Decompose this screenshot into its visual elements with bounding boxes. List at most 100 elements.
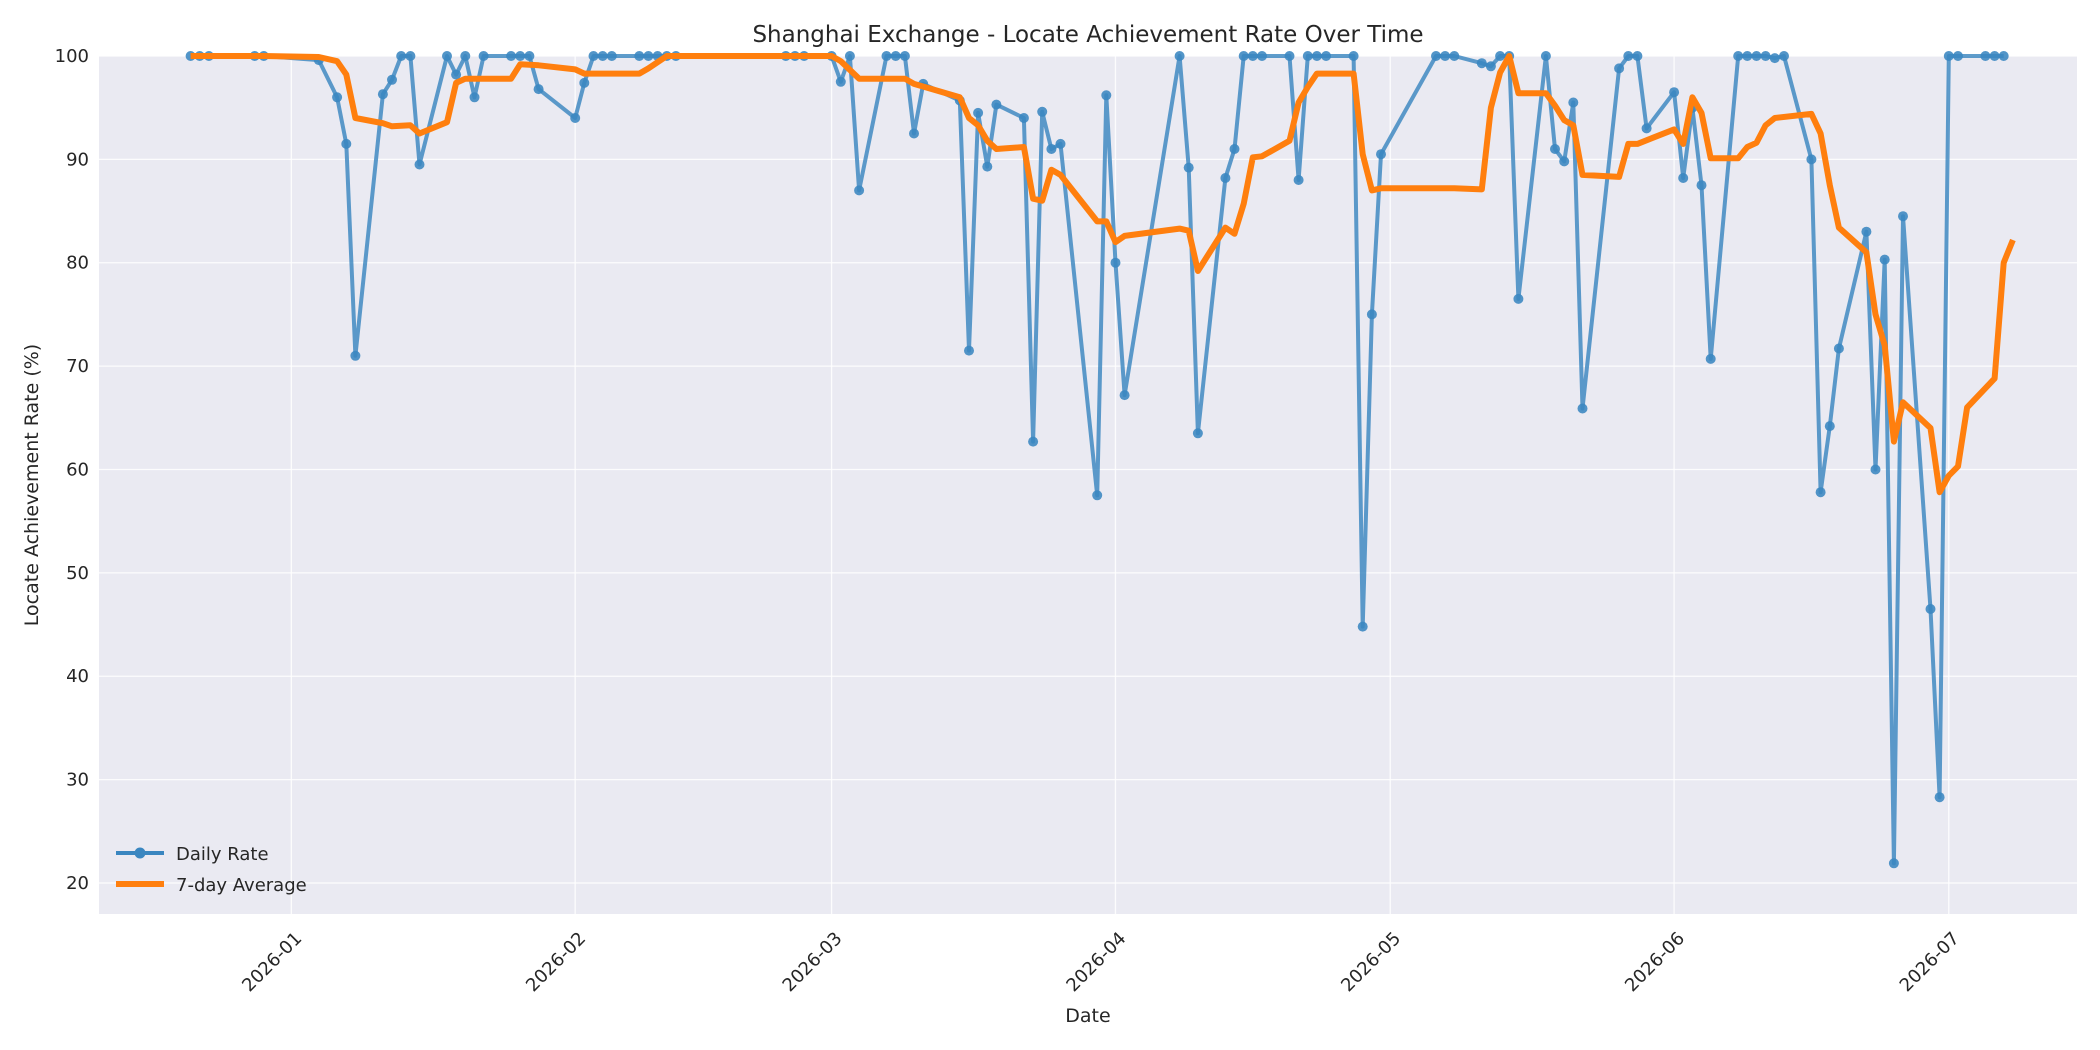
legend-daily-rate-marker bbox=[134, 847, 146, 859]
daily-rate-point bbox=[1440, 51, 1451, 61]
daily-rate-point bbox=[515, 51, 526, 61]
daily-rate-point bbox=[579, 77, 590, 88]
plot-area bbox=[99, 56, 2077, 914]
daily-rate-point bbox=[1293, 175, 1304, 185]
daily-rate-point bbox=[964, 345, 974, 356]
daily-rate-point bbox=[1614, 63, 1625, 74]
daily-rate-point bbox=[1476, 58, 1487, 69]
daily-rate-point bbox=[1751, 51, 1762, 61]
daily-rate-point bbox=[844, 51, 855, 61]
daily-rate-point bbox=[982, 161, 993, 172]
daily-rate-point bbox=[1870, 464, 1881, 475]
daily-rate-point bbox=[588, 51, 599, 61]
y-tick-label: 80 bbox=[66, 253, 89, 274]
daily-rate-point bbox=[1037, 106, 1048, 117]
daily-rate-point bbox=[1760, 51, 1771, 61]
daily-rate-point bbox=[1540, 51, 1551, 61]
daily-rate-point bbox=[1366, 309, 1377, 320]
daily-rate-point bbox=[451, 69, 462, 80]
legend: Daily Rate 7-day Average bbox=[116, 844, 307, 896]
daily-rate-point bbox=[1980, 51, 1991, 61]
daily-rate-point bbox=[414, 159, 425, 170]
x-tick-label: 2026-06 bbox=[1621, 928, 1689, 996]
y-tick-label: 60 bbox=[66, 459, 89, 480]
daily-rate-point bbox=[469, 92, 480, 103]
x-tick-label: 2026-02 bbox=[522, 928, 590, 996]
daily-rate-point bbox=[1046, 144, 1057, 154]
daily-rate-point bbox=[1742, 51, 1753, 61]
x-tick-label: 2026-07 bbox=[1896, 928, 1964, 996]
daily-rate-point bbox=[332, 92, 343, 103]
daily-rate-point bbox=[1495, 51, 1506, 61]
daily-rate-point bbox=[1257, 51, 1267, 61]
daily-rate-point bbox=[1888, 858, 1899, 869]
daily-rate-point bbox=[1376, 149, 1386, 160]
x-axis-label: Date bbox=[1065, 1005, 1110, 1027]
daily-rate-point bbox=[1879, 254, 1890, 265]
x-tick-label: 2026-04 bbox=[1062, 928, 1130, 996]
daily-rate-point bbox=[606, 51, 617, 61]
daily-rate-point bbox=[1110, 257, 1121, 268]
daily-rate-point bbox=[506, 51, 517, 61]
x-tick-label: 2026-05 bbox=[1337, 928, 1405, 996]
y-tick-label: 50 bbox=[66, 563, 89, 584]
daily-rate-point bbox=[1311, 51, 1322, 61]
daily-rate-point bbox=[1431, 51, 1441, 61]
daily-rate-point bbox=[1898, 211, 1908, 222]
daily-rate-point bbox=[854, 185, 865, 196]
daily-rate-point bbox=[377, 89, 388, 100]
daily-rate-point bbox=[533, 84, 544, 95]
daily-rate-point bbox=[1577, 403, 1588, 414]
daily-rate-point bbox=[1824, 421, 1835, 432]
daily-rate-point bbox=[1092, 490, 1103, 501]
y-axis-ticks: 20 30 40 50 60 70 80 90 100 bbox=[55, 46, 89, 894]
daily-rate-point bbox=[881, 51, 892, 61]
daily-rate-point bbox=[1779, 51, 1789, 61]
daily-rate-point bbox=[973, 107, 984, 118]
daily-rate-point bbox=[1669, 87, 1680, 98]
daily-rate-point bbox=[899, 51, 910, 61]
legend-daily-rate-label: Daily Rate bbox=[176, 844, 269, 865]
daily-rate-point bbox=[1641, 123, 1652, 134]
daily-rate-point bbox=[1284, 51, 1295, 61]
daily-rate-point bbox=[909, 128, 919, 139]
daily-rate-point bbox=[350, 350, 361, 361]
y-tick-label: 100 bbox=[55, 46, 89, 67]
grid-lines bbox=[99, 55, 2077, 914]
daily-rate-point bbox=[634, 51, 645, 61]
daily-rate-point bbox=[1302, 51, 1313, 61]
daily-rate-point bbox=[1101, 90, 1112, 101]
y-tick-label: 20 bbox=[66, 873, 89, 894]
daily-rate-point bbox=[1733, 51, 1744, 61]
daily-rate-point bbox=[1247, 51, 1258, 61]
daily-rate-point bbox=[1321, 51, 1332, 61]
x-tick-label: 2026-03 bbox=[779, 928, 847, 996]
daily-rate-point bbox=[1943, 51, 1954, 61]
daily-rate-point bbox=[524, 51, 535, 61]
daily-rate-point bbox=[1953, 51, 1963, 61]
daily-rate-point bbox=[643, 51, 654, 61]
daily-rate-point bbox=[1028, 436, 1039, 447]
daily-rate-point bbox=[1861, 226, 1872, 237]
daily-rate-point bbox=[478, 51, 489, 61]
chart-title: Shanghai Exchange - Locate Achievement R… bbox=[752, 22, 1423, 48]
daily-rate-point bbox=[835, 76, 846, 87]
daily-rate-point bbox=[1815, 487, 1826, 498]
daily-rate-point bbox=[1559, 156, 1570, 167]
daily-rate-point bbox=[405, 51, 416, 61]
seven-day-average-line bbox=[190, 53, 2016, 496]
y-axis-label: Locate Achievement Rate (%) bbox=[21, 344, 43, 626]
daily-rate-point bbox=[442, 51, 452, 61]
daily-rate-point bbox=[1238, 51, 1249, 61]
daily-rate-point bbox=[1632, 51, 1643, 61]
daily-rate-point bbox=[1705, 353, 1716, 364]
daily-rate-point bbox=[991, 99, 1002, 110]
daily-rate-point bbox=[1055, 138, 1066, 149]
daily-rate-point bbox=[1220, 173, 1231, 183]
daily-rate-point bbox=[387, 74, 397, 85]
daily-rate-point bbox=[1696, 180, 1707, 191]
legend-seven-day-average-label: 7-day Average bbox=[176, 875, 307, 896]
daily-rate-point bbox=[1806, 154, 1817, 165]
daily-rate-point bbox=[1183, 162, 1194, 173]
